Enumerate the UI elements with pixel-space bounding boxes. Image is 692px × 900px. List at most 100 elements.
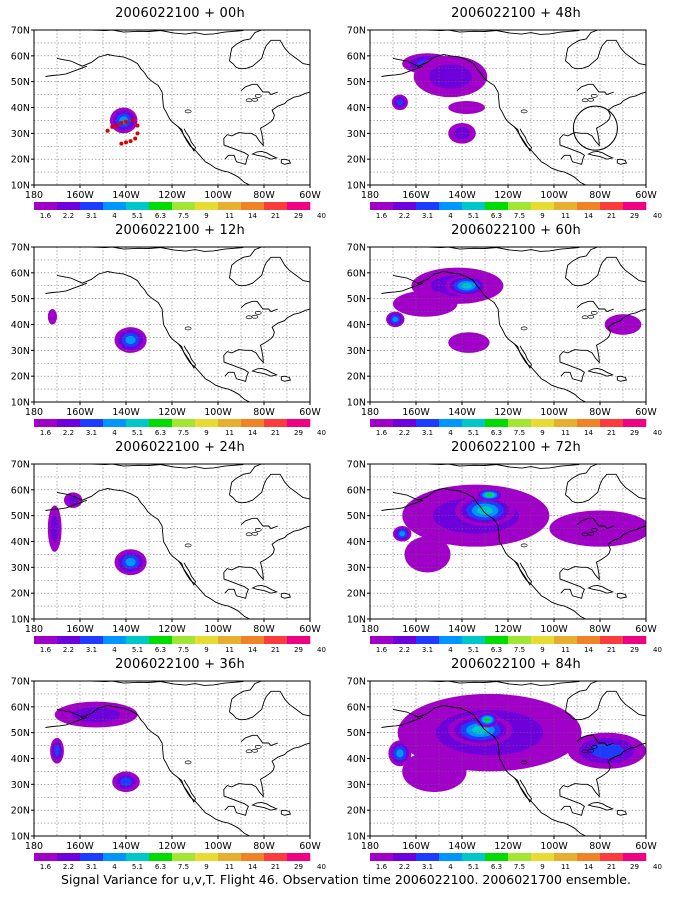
- colorbar-label: 4: [448, 863, 453, 871]
- colorbar-label: 7.5: [514, 646, 525, 654]
- lat-label: 40N: [11, 537, 30, 548]
- coastline: [392, 488, 587, 619]
- lat-label: 60N: [347, 51, 366, 62]
- colorbar-label: 2.2: [399, 863, 410, 871]
- observation-dot: [114, 123, 119, 128]
- lake-outline: [251, 748, 259, 753]
- panel-title: 2006022100 + 24h: [115, 440, 245, 455]
- variance-shading: [402, 750, 467, 793]
- colorbar-label: 2.2: [63, 863, 74, 871]
- colorbar-swatch: [623, 853, 647, 861]
- colorbar-label: 5.1: [468, 212, 479, 220]
- coastline: [565, 690, 646, 721]
- colorbar-swatch: [218, 419, 242, 427]
- lake-outline: [520, 109, 528, 114]
- coastline: [223, 525, 310, 599]
- coastline: [229, 690, 310, 721]
- panel-title: 2006022100 + 60h: [451, 223, 581, 238]
- colorbar-swatch: [287, 419, 311, 427]
- lat-label: 20N: [347, 806, 366, 817]
- colorbar-swatch: [554, 636, 578, 644]
- lat-label: 40N: [347, 754, 366, 765]
- colorbar-swatch: [439, 636, 463, 644]
- coastline: [514, 343, 533, 369]
- lon-label: 160W: [66, 190, 94, 201]
- colorbar-swatch: [80, 853, 104, 861]
- coastline: [559, 525, 646, 599]
- lake-outline: [520, 543, 528, 548]
- colorbar-swatch: [126, 202, 150, 210]
- coastline: [45, 716, 88, 728]
- lat-label: 60N: [11, 268, 30, 279]
- lat-label: 10N: [347, 832, 366, 843]
- lake-outline: [251, 97, 259, 102]
- map-plot: 10N 20N 30N 40N 50N 60N 70N 180 160W 140W 120W 100W…: [11, 26, 326, 221]
- colorbar-label: 11: [561, 863, 570, 871]
- colorbar-swatch: [485, 636, 509, 644]
- variance-shading: [448, 101, 485, 114]
- island-outline: [251, 150, 278, 160]
- lat-label: 10N: [347, 615, 366, 626]
- lake-outline: [587, 97, 595, 102]
- lat-label: 10N: [11, 615, 30, 626]
- coastline: [45, 282, 88, 294]
- colorbar-label: 3.1: [86, 863, 97, 871]
- colorbar-label: 21: [607, 212, 616, 220]
- coastline: [45, 499, 88, 511]
- lon-label: 140W: [448, 190, 476, 201]
- variance-shading: [472, 726, 489, 735]
- colorbar-label: 1.6: [40, 429, 52, 437]
- colorbar-swatch: [103, 853, 127, 861]
- island-outline: [280, 158, 292, 165]
- colorbar-label: 5.1: [132, 863, 143, 871]
- coastline: [229, 39, 310, 70]
- colorbar-swatch: [623, 202, 647, 210]
- colorbar-label: 3.1: [86, 429, 97, 437]
- lat-label: 50N: [11, 728, 30, 739]
- colorbar-swatch: [195, 202, 219, 210]
- lon-label: 60W: [635, 190, 657, 201]
- observation-dot: [130, 118, 135, 123]
- lon-label: 140W: [112, 407, 140, 418]
- colorbar-label: 3.1: [422, 646, 433, 654]
- colorbar-label: 6.3: [491, 429, 502, 437]
- coastline: [416, 30, 580, 35]
- colorbar-label: 21: [271, 429, 280, 437]
- colorbar-swatch: [287, 202, 311, 210]
- lon-label: 100W: [204, 190, 232, 201]
- colorbar-swatch: [80, 202, 104, 210]
- observation-dot: [119, 141, 124, 146]
- colorbar-swatch: [126, 419, 150, 427]
- colorbar-swatch: [554, 853, 578, 861]
- colorbar-label: 2.2: [399, 429, 410, 437]
- lat-label: 40N: [347, 320, 366, 331]
- colorbar-swatch: [393, 853, 417, 861]
- lat-label: 10N: [11, 398, 30, 409]
- colorbar-swatch: [370, 636, 394, 644]
- lon-label: 180: [361, 190, 379, 201]
- island-outline: [280, 375, 292, 382]
- coastline: [416, 247, 580, 252]
- lat-label: 50N: [347, 728, 366, 739]
- colorbar-label: 4: [112, 646, 117, 654]
- lon-label: 140W: [112, 841, 140, 852]
- colorbar-swatch: [577, 853, 601, 861]
- lat-label: 70N: [11, 677, 30, 688]
- colorbar-swatch: [172, 419, 196, 427]
- colorbar-swatch: [600, 853, 624, 861]
- coastline: [381, 65, 424, 77]
- coastline: [514, 777, 533, 803]
- coastline: [223, 308, 310, 382]
- lon-label: 100W: [540, 190, 568, 201]
- lat-label: 10N: [11, 832, 30, 843]
- lon-label: 80W: [253, 624, 275, 635]
- lat-label: 60N: [347, 485, 366, 496]
- colorbar-swatch: [126, 636, 150, 644]
- colorbar-label: 7.5: [178, 212, 189, 220]
- lake-outline: [590, 528, 598, 532]
- colorbar-swatch: [195, 636, 219, 644]
- map-panel-24h: 2006022100 + 24h 10N 20N 30N 40N 50N 60N 70N 18…: [10, 434, 350, 654]
- panel-title: 2006022100 + 84h: [451, 657, 581, 672]
- colorbar-swatch: [103, 419, 127, 427]
- colorbar-label: 21: [271, 212, 280, 220]
